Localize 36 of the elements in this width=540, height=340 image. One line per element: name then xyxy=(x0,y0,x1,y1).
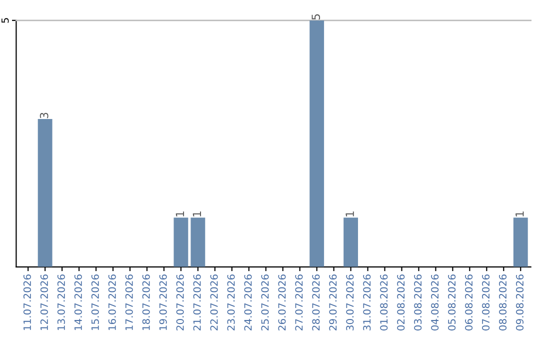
x-tick-label: 19.07.2026 xyxy=(159,274,167,330)
x-tick-label: 05.08.2026 xyxy=(448,274,456,330)
data-label: 1 xyxy=(516,212,524,216)
x-tick-label: 15.07.2026 xyxy=(91,274,99,330)
x-tick-label: 07.08.2026 xyxy=(482,274,490,330)
x-tick-label: 27.07.2026 xyxy=(295,274,303,330)
x-tick-label: 02.08.2026 xyxy=(397,274,405,330)
x-tick-label: 04.08.2026 xyxy=(431,274,439,330)
data-label: 1 xyxy=(176,212,184,216)
x-tick-label: 20.07.2026 xyxy=(176,274,184,330)
x-tick-label: 23.07.2026 xyxy=(227,274,235,330)
x-tick-label: 22.07.2026 xyxy=(210,274,218,330)
x-tick-label: 26.07.2026 xyxy=(278,274,286,330)
data-label: 1 xyxy=(192,212,201,216)
data-label: 1 xyxy=(346,212,354,216)
x-tick-label: 03.08.2026 xyxy=(414,274,422,330)
x-tick-label: 28.07.2026 xyxy=(312,274,320,330)
x-tick-label: 31.07.2026 xyxy=(363,274,371,330)
x-tick-label: 01.08.2026 xyxy=(380,274,388,330)
x-tick-label: 25.07.2026 xyxy=(261,274,269,330)
x-tick-label: 08.08.2026 xyxy=(498,274,507,330)
x-tick-label: 21.07.2026 xyxy=(193,274,201,330)
x-tick-label: 17.07.2026 xyxy=(125,274,133,330)
data-label: 5 xyxy=(312,14,320,20)
x-tick-label: 13.07.2026 xyxy=(57,274,65,330)
x-tick-label: 24.07.2026 xyxy=(244,274,252,330)
x-tick-label: 29.07.2026 xyxy=(329,274,337,330)
x-tick-label: 06.08.2026 xyxy=(465,274,473,330)
x-tick-label: 30.07.2026 xyxy=(346,274,354,330)
x-tick-label: 12.07.2026 xyxy=(40,274,48,330)
x-tick-label: 18.07.2026 xyxy=(142,274,150,330)
x-tick-label: 14.07.2026 xyxy=(74,274,82,330)
x-tick-label: 09.08.2026 xyxy=(516,274,524,330)
x-tick-label: 16.07.2026 xyxy=(108,274,116,330)
x-tick-label: 11.07.2026 xyxy=(23,274,31,330)
data-label: 3 xyxy=(40,112,48,118)
